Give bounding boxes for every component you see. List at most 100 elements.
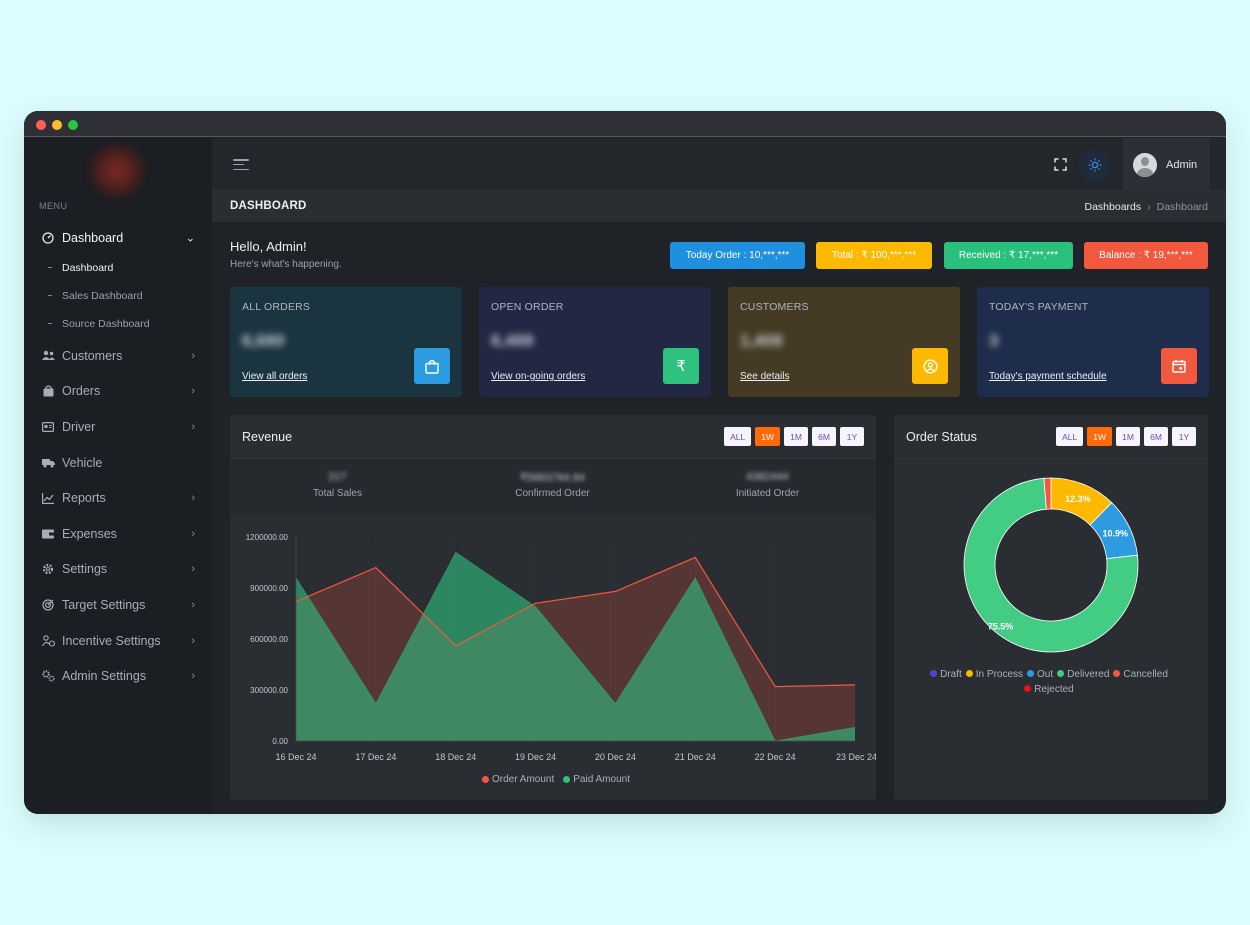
legend-item-in-process[interactable]: In Process bbox=[965, 669, 1023, 680]
sidebar-item-vehicle[interactable]: Vehicle bbox=[24, 445, 212, 481]
sidebar-item-settings[interactable]: Settings › bbox=[24, 552, 212, 588]
theme-toggle-button[interactable] bbox=[1079, 149, 1111, 181]
x-tick-label: 19 Dec 24 bbox=[515, 752, 556, 762]
y-tick-label: 600000.00 bbox=[250, 635, 288, 644]
range-1m-button[interactable]: 1M bbox=[784, 427, 808, 446]
user-circle-icon[interactable] bbox=[912, 348, 948, 384]
fullscreen-icon[interactable] bbox=[1054, 158, 1067, 171]
page-title: DASHBOARD bbox=[230, 200, 307, 212]
y-tick-label: 300000.00 bbox=[250, 686, 288, 695]
todays-payment-schedule-link[interactable]: Today's payment schedule bbox=[989, 371, 1107, 382]
range-6m-button[interactable]: 6M bbox=[1144, 427, 1168, 446]
chevron-right-icon: › bbox=[191, 492, 195, 505]
app-window: MENU Dashboard ⌄ Dashboard Sales Dashboa… bbox=[24, 111, 1226, 814]
sidebar-subitem-dashboard[interactable]: Dashboard bbox=[24, 254, 212, 282]
sidebar-item-label: Orders bbox=[62, 384, 101, 399]
legend-item-rejected[interactable]: Rejected bbox=[1024, 684, 1074, 695]
window-titlebar bbox=[24, 111, 1226, 137]
sidebar-subitem-source-dashboard[interactable]: Source Dashboard bbox=[24, 310, 212, 338]
calendar-icon[interactable] bbox=[1161, 348, 1197, 384]
legend-item-delivered[interactable]: Delivered bbox=[1057, 669, 1109, 680]
logo[interactable] bbox=[86, 142, 148, 200]
sidebar-item-customers[interactable]: Customers › bbox=[24, 338, 212, 374]
maximize-window-button[interactable] bbox=[68, 120, 78, 130]
order-status-range-selector: ALL 1W 1M 6M 1Y bbox=[1056, 427, 1196, 446]
series-line-order-amount bbox=[295, 556, 856, 688]
sidebar-item-orders[interactable]: Orders › bbox=[24, 374, 212, 410]
sidebar-item-label: Target Settings bbox=[62, 597, 146, 612]
y-tick-label: 1200000.00 bbox=[246, 533, 289, 542]
order-status-donut-chart: 12.3% 10.9% 75.5% bbox=[963, 477, 1139, 653]
revenue-area-chart: 0.00 300000.00 600000.00 900000.00 1200000.0… bbox=[246, 533, 876, 762]
sidebar-item-driver[interactable]: Driver › bbox=[24, 409, 212, 445]
sidebar-item-expenses[interactable]: Expenses › bbox=[24, 516, 212, 552]
range-1y-button[interactable]: 1Y bbox=[1172, 427, 1196, 446]
legend-item-draft[interactable]: Draft bbox=[930, 669, 962, 680]
sidebar-item-dashboard[interactable]: Dashboard ⌄ bbox=[24, 222, 212, 254]
legend-swatch bbox=[1024, 685, 1032, 692]
range-1w-button[interactable]: 1W bbox=[755, 427, 780, 446]
target-icon bbox=[41, 598, 55, 612]
legend-label: Out bbox=[1037, 669, 1054, 680]
wallet-icon bbox=[41, 527, 55, 541]
see-details-link[interactable]: See details bbox=[740, 371, 790, 382]
legend-order-amount[interactable]: Order Amount bbox=[492, 774, 555, 785]
card-value: 1,408 bbox=[740, 331, 783, 350]
sidebar-item-admin-settings[interactable]: Admin Settings › bbox=[24, 658, 212, 694]
stat-confirmed-order: ₹5883784.84 Confirmed Order bbox=[445, 459, 660, 514]
users-icon bbox=[41, 349, 55, 363]
range-1m-button[interactable]: 1M bbox=[1116, 427, 1140, 446]
card-label: TODAY'S PAYMENT bbox=[989, 301, 1089, 313]
x-tick-label: 18 Dec 24 bbox=[435, 752, 476, 762]
range-6m-button[interactable]: 6M bbox=[812, 427, 836, 446]
close-window-button[interactable] bbox=[36, 120, 46, 130]
legend-swatch bbox=[965, 670, 973, 677]
stat-value: 217 bbox=[328, 471, 347, 483]
avatar bbox=[1133, 152, 1157, 177]
stat-initiated-order: 4382444 Initiated Order bbox=[660, 459, 875, 514]
legend-item-out[interactable]: Out bbox=[1027, 669, 1053, 680]
legend-label: Rejected bbox=[1034, 684, 1074, 695]
card-open-order: OPEN ORDER 6,488 View on-going orders ₹ bbox=[479, 287, 711, 397]
sidebar-item-reports[interactable]: Reports › bbox=[24, 480, 212, 516]
donut-data-label: 75.5% bbox=[988, 621, 1014, 631]
legend-label: Delivered bbox=[1067, 669, 1110, 680]
breadcrumb-current: Dashboard bbox=[1156, 201, 1208, 213]
range-all-button[interactable]: ALL bbox=[1056, 427, 1084, 446]
legend-item-cancelled[interactable]: Cancelled bbox=[1113, 669, 1168, 680]
truck-icon bbox=[41, 456, 55, 470]
total-badge: Total : ₹ 100,***,*** bbox=[816, 242, 932, 269]
range-1w-button[interactable]: 1W bbox=[1087, 427, 1112, 446]
sidebar-subitem-sales-dashboard[interactable]: Sales Dashboard bbox=[24, 282, 212, 310]
donut-data-label: 10.9% bbox=[1102, 529, 1128, 539]
minimize-window-button[interactable] bbox=[52, 120, 62, 130]
range-all-button[interactable]: ALL bbox=[724, 427, 752, 446]
sidebar-item-label: Incentive Settings bbox=[62, 633, 161, 648]
stat-label: Total Sales bbox=[313, 488, 362, 499]
greeting-title: Hello, Admin! bbox=[230, 239, 307, 254]
sidebar-item-target-settings[interactable]: Target Settings › bbox=[24, 587, 212, 623]
user-menu[interactable]: Admin bbox=[1123, 138, 1210, 191]
shopping-bag-icon[interactable] bbox=[414, 348, 450, 384]
view-ongoing-orders-link[interactable]: View on-going orders bbox=[491, 371, 586, 382]
menu-icon[interactable] bbox=[233, 159, 249, 171]
view-all-orders-link[interactable]: View all orders bbox=[242, 371, 308, 382]
legend-swatch bbox=[1057, 670, 1065, 677]
greeting-subtitle: Here's what's happening. bbox=[230, 259, 342, 270]
sidebar-item-label: Reports bbox=[62, 491, 106, 506]
range-1y-button[interactable]: 1Y bbox=[840, 427, 864, 446]
rupee-icon[interactable]: ₹ bbox=[663, 348, 699, 384]
sidebar-item-label: Vehicle bbox=[62, 455, 103, 470]
y-tick-label: 0.00 bbox=[272, 737, 288, 746]
stat-value: 4382444 bbox=[746, 471, 789, 483]
legend-paid-amount[interactable]: Paid Amount bbox=[573, 774, 630, 785]
sidebar-item-incentive-settings[interactable]: Incentive Settings › bbox=[24, 623, 212, 659]
legend-swatch bbox=[563, 776, 571, 783]
chevron-right-icon: › bbox=[191, 385, 195, 398]
card-customers: CUSTOMERS 1,408 See details bbox=[728, 287, 960, 397]
greeting: Hello, Admin! Here's what's happening. bbox=[230, 239, 342, 270]
breadcrumb-parent-link[interactable]: Dashboards bbox=[1084, 201, 1142, 213]
sidebar-item-label: Settings bbox=[62, 562, 108, 577]
id-card-icon bbox=[41, 420, 55, 434]
shopping-bag-icon bbox=[41, 384, 55, 398]
